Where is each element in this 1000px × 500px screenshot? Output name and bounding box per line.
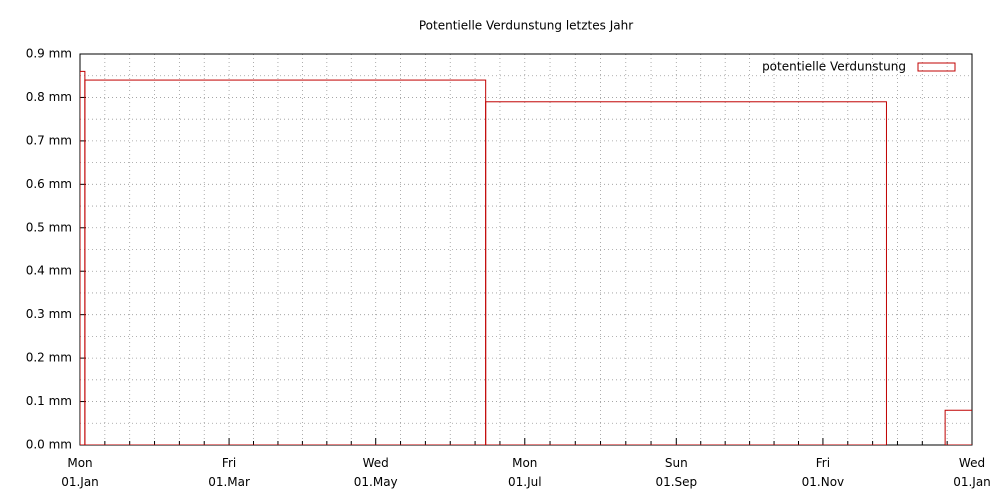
x-tick-label: Sun 01.Sep	[655, 456, 697, 489]
x-tick-label: Mon 01.Jan	[61, 456, 99, 489]
x-tick-label: Fri 01.Nov	[802, 456, 845, 489]
y-tick-label: 0.5 mm	[26, 220, 72, 234]
legend-swatch	[917, 62, 956, 72]
plot-area	[80, 70, 972, 445]
y-tick-label: 0.3 mm	[26, 307, 72, 321]
y-tick-label: 0.7 mm	[26, 133, 72, 147]
x-tick-label: Wed 01.May	[354, 456, 398, 489]
x-tick-label: Fri 01.Mar	[208, 456, 250, 489]
y-tick-label: 0.2 mm	[26, 351, 72, 365]
bar	[485, 101, 887, 445]
plot-frame	[79, 53, 973, 446]
chart-title: Potentielle Verdunstung letztes Jahr	[419, 19, 633, 33]
legend-label: potentielle Verdunstung	[762, 60, 906, 74]
y-tick-label: 0.6 mm	[26, 177, 72, 191]
y-tick-label: 0.8 mm	[26, 90, 72, 104]
y-tick-label: 0.0 mm	[26, 438, 72, 452]
y-tick-label: 0.9 mm	[26, 47, 72, 61]
y-tick-label: 0.4 mm	[26, 264, 72, 278]
x-tick-label: Wed 01.Jan	[953, 456, 991, 489]
y-tick-label: 0.1 mm	[26, 394, 72, 408]
x-tick-label: Mon 01.Jul	[508, 456, 542, 489]
bar	[944, 409, 972, 445]
bar	[80, 70, 86, 445]
